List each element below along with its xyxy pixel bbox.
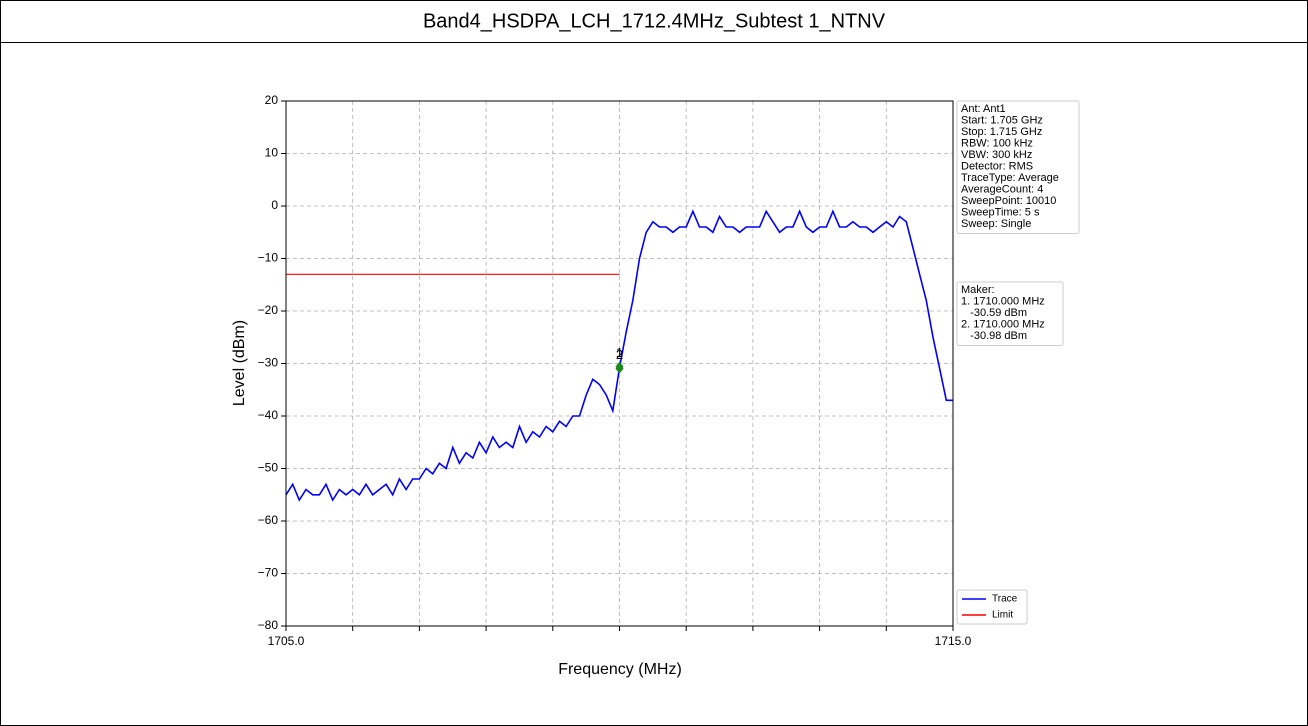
y-axis-label: Level (dBm) <box>231 320 248 406</box>
info-line: 1. 1710.000 MHz <box>961 295 1045 307</box>
info-line: Detector: RMS <box>961 160 1033 172</box>
y-tick-label: −50 <box>258 461 279 475</box>
info-line: AverageCount: 4 <box>961 183 1043 195</box>
info-line: -30.59 dBm <box>961 307 1027 319</box>
info-line: -30.98 dBm <box>961 330 1027 342</box>
info-line: Maker: <box>961 284 995 296</box>
y-tick-label: −60 <box>258 513 279 527</box>
info-box <box>956 100 1080 234</box>
info-line: SweepTime: 5 s <box>961 206 1040 218</box>
legend-label: Trace <box>992 594 1018 605</box>
y-tick-label: −70 <box>258 566 279 580</box>
y-tick-label: 0 <box>271 198 278 212</box>
info-line: VBW: 300 kHz <box>961 149 1032 161</box>
y-tick-label: −20 <box>258 303 279 317</box>
y-tick-label: −10 <box>258 251 279 265</box>
info-line: Ant: Ant1 <box>961 103 1006 115</box>
info-box <box>956 281 1064 346</box>
info-line: SweepPoint: 10010 <box>961 195 1056 207</box>
x-axis-label: Frequency (MHz) <box>558 661 682 678</box>
info-line: Start: 1.705 GHz <box>961 114 1043 126</box>
info-line: RBW: 100 kHz <box>961 137 1033 149</box>
plot-border <box>285 100 954 627</box>
legend-label: Limit <box>992 610 1013 621</box>
x-tick-label: 1715.0 <box>935 634 972 648</box>
y-tick-label: −30 <box>258 356 279 370</box>
info-line: 2. 1710.000 MHz <box>961 318 1045 330</box>
x-tick-label: 1705.0 <box>268 634 305 648</box>
y-tick-label: 10 <box>265 146 279 160</box>
chart-title: Band4_HSDPA_LCH_1712.4MHz_Subtest 1_NTNV <box>423 10 886 32</box>
info-line: Sweep: Single <box>961 218 1031 230</box>
y-tick-label: −80 <box>258 618 279 632</box>
marker-label: 1 <box>616 345 623 360</box>
info-line: TraceType: Average <box>961 172 1059 184</box>
y-tick-label: 20 <box>265 93 279 107</box>
info-line: Stop: 1.715 GHz <box>961 126 1042 138</box>
marker <box>615 363 624 374</box>
marker-label: 2 <box>616 347 623 362</box>
y-tick-label: −40 <box>258 408 279 422</box>
